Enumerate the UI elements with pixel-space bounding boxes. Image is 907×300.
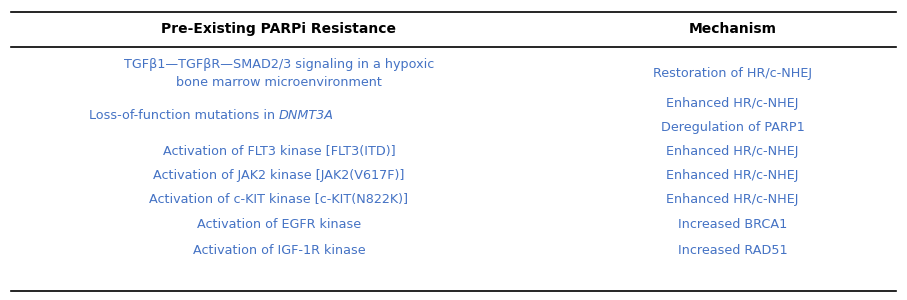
Text: Mechanism: Mechanism bbox=[688, 22, 776, 36]
Text: Deregulation of PARP1: Deregulation of PARP1 bbox=[660, 121, 805, 134]
Text: Enhanced HR/c-NHEJ: Enhanced HR/c-NHEJ bbox=[666, 169, 799, 182]
Text: Activation of EGFR kinase: Activation of EGFR kinase bbox=[197, 218, 361, 232]
Text: Enhanced HR/c-NHEJ: Enhanced HR/c-NHEJ bbox=[666, 97, 799, 110]
Text: TGFβ1—TGFβR—SMAD2/3 signaling in a hypoxic
bone marrow microenvironment: TGFβ1—TGFβR—SMAD2/3 signaling in a hypox… bbox=[123, 58, 434, 89]
Text: Increased RAD51: Increased RAD51 bbox=[678, 244, 787, 257]
Text: Restoration of HR/c-NHEJ: Restoration of HR/c-NHEJ bbox=[653, 67, 812, 80]
Text: Loss-of-function mutations in: Loss-of-function mutations in bbox=[89, 109, 279, 122]
Text: Pre-Existing PARPi Resistance: Pre-Existing PARPi Resistance bbox=[161, 22, 396, 36]
Text: Enhanced HR/c-NHEJ: Enhanced HR/c-NHEJ bbox=[666, 145, 799, 158]
Text: Increased BRCA1: Increased BRCA1 bbox=[678, 218, 787, 232]
Text: Activation of JAK2 kinase [JAK2(V617F)]: Activation of JAK2 kinase [JAK2(V617F)] bbox=[153, 169, 405, 182]
Text: Activation of FLT3 kinase [FLT3(ITD)]: Activation of FLT3 kinase [FLT3(ITD)] bbox=[162, 145, 395, 158]
Text: Activation of IGF-1R kinase: Activation of IGF-1R kinase bbox=[192, 244, 366, 257]
Text: DNMT3A: DNMT3A bbox=[279, 109, 334, 122]
Text: Enhanced HR/c-NHEJ: Enhanced HR/c-NHEJ bbox=[666, 193, 799, 206]
Text: Activation of c-KIT kinase [c-KIT(N822K)]: Activation of c-KIT kinase [c-KIT(N822K)… bbox=[150, 193, 408, 206]
